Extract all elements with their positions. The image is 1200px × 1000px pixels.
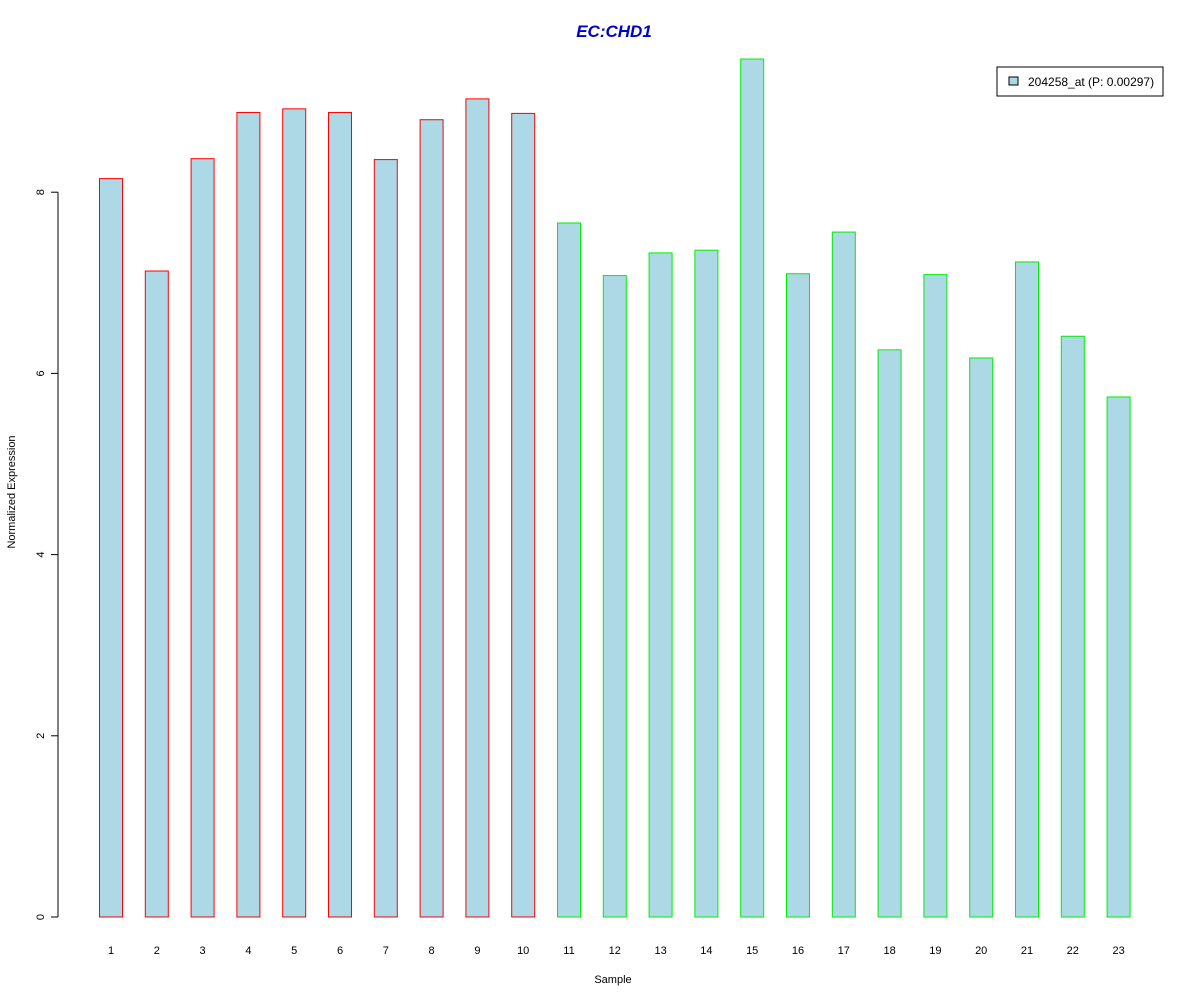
bar-sample-7	[373, 159, 398, 918]
legend-box	[996, 66, 1164, 97]
legend-swatch	[1008, 76, 1019, 86]
bar-sample-19	[923, 274, 948, 918]
y-tick-label: 0	[35, 914, 47, 920]
x-tick-label: 9	[474, 945, 480, 957]
bar-sample-1	[99, 178, 123, 918]
x-tick-label: 19	[929, 945, 941, 957]
bar-sample-22	[1060, 335, 1085, 918]
y-tick-label: 8	[35, 189, 47, 195]
bar-sample-11	[557, 222, 581, 918]
y-axis: 0 2 4 6 8	[35, 189, 59, 920]
x-tick-label: 15	[746, 945, 758, 957]
x-tick-label: 4	[245, 945, 251, 957]
x-tick-label: 16	[792, 945, 804, 957]
bar-sample-5	[282, 108, 307, 918]
x-tick-label: 7	[383, 945, 389, 957]
bar-sample-3	[190, 158, 215, 918]
bar-sample-4	[236, 111, 261, 918]
bar-sample-6	[328, 111, 352, 918]
bar-sample-12	[602, 275, 627, 918]
x-tick-label: 13	[654, 945, 666, 957]
bar-sample-2	[144, 270, 169, 918]
x-tick-label: 20	[975, 945, 987, 957]
legend-label: 204258_at (P: 0.00297)	[1028, 75, 1154, 89]
bars	[99, 58, 1131, 918]
x-tick-label: 5	[291, 945, 297, 957]
bar-sample-15	[740, 58, 765, 918]
bar-sample-21	[1015, 261, 1039, 918]
x-tick-label: 17	[838, 945, 850, 957]
y-tick-label: 4	[35, 552, 47, 558]
y-tick-label: 6	[35, 370, 47, 376]
x-tick-label: 6	[337, 945, 343, 957]
x-tick-label: 21	[1021, 945, 1033, 957]
x-axis-tick-labels: 1 2 3 4 5 6 7 8 9 10 11 12 13 14 15 16 17 18 19 20 21 22 23	[108, 945, 1125, 957]
bar-sample-18	[877, 349, 902, 918]
bar-sample-20	[969, 357, 994, 918]
bar-sample-23	[1106, 396, 1131, 918]
x-tick-label: 14	[700, 945, 712, 957]
x-tick-label: 10	[517, 945, 529, 957]
x-tick-label: 3	[200, 945, 206, 957]
x-tick-label: 1	[108, 945, 114, 957]
x-tick-label: 23	[1112, 945, 1124, 957]
bar-sample-13	[648, 252, 673, 918]
x-tick-label: 8	[429, 945, 435, 957]
chart-title: EC:CHD1	[576, 22, 652, 41]
x-tick-label: 2	[154, 945, 160, 957]
x-tick-label: 22	[1067, 945, 1079, 957]
bar-sample-14	[694, 249, 719, 918]
x-axis-label: Sample	[594, 974, 631, 986]
bar-sample-10	[511, 112, 536, 918]
bar-sample-17	[831, 231, 856, 918]
y-tick-label: 2	[35, 733, 47, 739]
x-tick-label: 11	[563, 945, 574, 957]
bar-sample-16	[786, 273, 810, 918]
y-axis-label: Normalized Expression	[6, 435, 18, 548]
bar-sample-9	[465, 98, 490, 918]
x-tick-label: 18	[883, 945, 895, 957]
bar-sample-8	[419, 119, 444, 918]
x-tick-label: 12	[609, 945, 621, 957]
legend: 204258_at (P: 0.00297)	[996, 66, 1164, 97]
